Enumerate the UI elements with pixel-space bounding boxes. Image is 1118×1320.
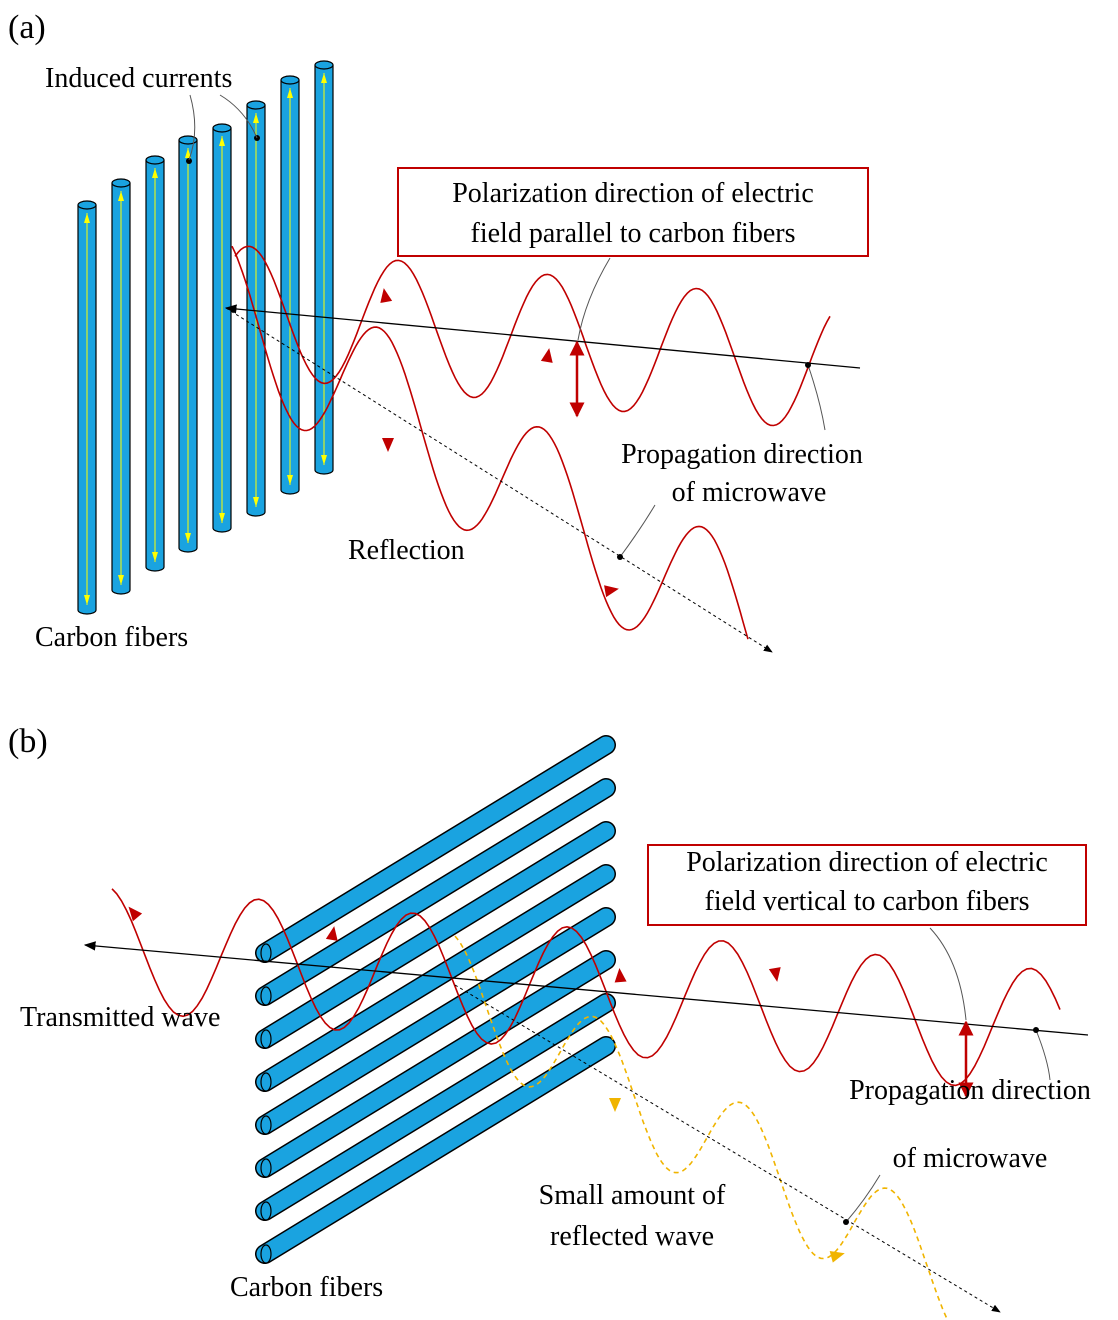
dot [1033, 1027, 1039, 1033]
fiber-end [261, 1073, 271, 1091]
wave-arrow [541, 347, 555, 363]
fiber-end [213, 124, 231, 132]
leader [930, 928, 966, 1020]
label: Small amount of [539, 1180, 726, 1211]
wave-arrow [609, 1098, 621, 1112]
figure: (a) Induced currents Polarization direct… [0, 0, 1118, 1320]
fiber-end [261, 1245, 271, 1263]
fiber-end [247, 101, 265, 109]
leader [578, 258, 610, 340]
label: reflected wave [550, 1221, 714, 1252]
leader [620, 505, 655, 557]
box-text: Polarization direction of electric [452, 178, 814, 209]
fiber-end [261, 1159, 271, 1177]
label: Propagation direction [621, 439, 863, 470]
wave-arrow [378, 287, 392, 303]
dot [617, 554, 623, 560]
fiber-end [261, 944, 271, 962]
fiber-end [112, 179, 130, 187]
wave-arrow [382, 438, 394, 452]
wave-arrow [604, 583, 620, 597]
dot [805, 362, 811, 368]
fiber [265, 788, 606, 996]
panel-label: (a) [8, 9, 46, 46]
fiber-end [146, 156, 164, 164]
label: Carbon fibers [35, 622, 188, 653]
fiber-end [261, 1202, 271, 1220]
label: Carbon fibers [230, 1272, 383, 1303]
leader [846, 1175, 880, 1222]
label: Transmitted wave [20, 1002, 220, 1033]
box-text: field parallel to carbon fibers [471, 218, 796, 249]
fiber-end [281, 76, 299, 84]
dot [843, 1219, 849, 1225]
label: Induced currents [45, 63, 232, 94]
fiber-end [78, 201, 96, 209]
leader [1036, 1030, 1050, 1080]
fiber [265, 960, 606, 1168]
fiber-end [261, 1116, 271, 1134]
label: of microwave [672, 477, 827, 508]
wave-arrow [769, 967, 783, 983]
leader [808, 365, 825, 430]
box-text: field vertical to carbon fibers [705, 886, 1030, 917]
fiber-end [261, 1030, 271, 1048]
fiber [265, 917, 606, 1125]
panel-label: (b) [8, 723, 48, 760]
fiber [265, 745, 606, 953]
label: Reflection [348, 535, 465, 566]
fiber-end [261, 987, 271, 1005]
fiber [265, 874, 606, 1082]
box-text: Polarization direction of electric [686, 847, 1048, 878]
wave-arrow [613, 968, 626, 983]
label: of microwave [893, 1143, 1048, 1174]
fiber-end [315, 61, 333, 69]
label: Propagation direction [849, 1075, 1091, 1106]
wave-arrow [326, 925, 340, 941]
